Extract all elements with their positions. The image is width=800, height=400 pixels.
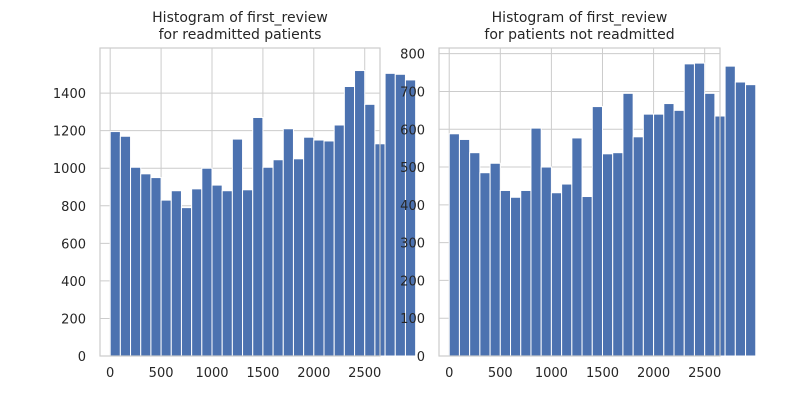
y-tick-label: 200 <box>61 312 86 327</box>
x-tick-label: 2000 <box>637 366 670 381</box>
histogram-bar <box>119 135 132 357</box>
histogram-bar <box>479 172 491 357</box>
histogram-bar <box>581 196 593 357</box>
y-tick-label: 800 <box>400 48 425 63</box>
histogram-bar <box>130 166 142 357</box>
y-tick-label: 600 <box>400 123 425 138</box>
histogram-bar <box>323 140 335 357</box>
histogram-bar <box>571 137 583 357</box>
histogram-bar <box>292 158 305 357</box>
histogram-bar <box>180 207 193 357</box>
histogram-bar <box>704 92 716 357</box>
y-tick-label: 100 <box>400 312 425 327</box>
x-tick-label: 1000 <box>195 366 228 381</box>
histogram-bar <box>663 103 675 357</box>
histogram-bar <box>632 136 644 357</box>
histogram-bar <box>458 138 471 357</box>
y-tick-label: 1400 <box>53 87 86 102</box>
histogram-bar <box>384 72 396 357</box>
histogram-bar <box>489 162 501 357</box>
histogram-bar <box>140 173 152 357</box>
x-tick-label: 1000 <box>535 366 568 381</box>
histogram-bar <box>404 79 417 357</box>
histogram-bar <box>333 124 345 357</box>
histogram-bar <box>343 86 356 357</box>
y-tick-label: 600 <box>61 237 86 252</box>
y-tick-label: 400 <box>400 199 425 214</box>
y-tick-label: 1200 <box>53 125 86 140</box>
histogram-bar <box>364 103 376 357</box>
y-tick-label: 800 <box>61 200 86 215</box>
histogram-bar <box>170 190 182 357</box>
histogram-not-readmitted: 0 500 1000 1500 2000 2500 0 100 200 300 400 500 600 7… <box>400 10 757 381</box>
histogram-bar <box>354 70 366 357</box>
histogram-bar <box>160 199 172 357</box>
histogram-bar <box>724 65 736 357</box>
histogram-bar <box>499 189 512 357</box>
x-tick-label: 2500 <box>348 366 381 381</box>
y-tick-label: 200 <box>400 274 425 289</box>
x-tick-label: 1500 <box>586 366 619 381</box>
histogram-bar <box>221 190 233 357</box>
histogram-bar <box>622 92 634 357</box>
histogram-bar <box>313 139 325 357</box>
histogram-bar <box>745 84 757 357</box>
histogram-bar <box>448 133 460 357</box>
histogram-bar <box>591 106 603 357</box>
plot-frame <box>99 47 381 357</box>
histogram-bar <box>693 62 706 357</box>
histogram-bar <box>262 166 274 357</box>
chart-title-line: Histogram of first_review <box>152 10 328 26</box>
histogram-bar <box>201 167 213 357</box>
histogram-bar <box>520 189 532 357</box>
histogram-bar <box>231 138 244 357</box>
histogram-bar <box>642 113 655 357</box>
histogram-bar <box>653 113 665 357</box>
histogram-bar <box>252 116 264 357</box>
x-tick-label: 500 <box>149 366 174 381</box>
x-tick-label: 500 <box>488 366 513 381</box>
x-tick-label: 2000 <box>297 366 330 381</box>
y-tick-label: 500 <box>400 161 425 176</box>
y-tick-label: 400 <box>61 275 86 290</box>
histogram-readmitted: 0 500 1000 1500 2000 2500 0 200 400 600 800 1000 120… <box>53 10 417 381</box>
chart-title-line: for readmitted patients <box>159 27 322 43</box>
histogram-bar <box>510 196 522 357</box>
histogram-bar <box>550 192 563 357</box>
x-tick-label: 1500 <box>246 366 279 381</box>
y-tick-label: 1000 <box>53 162 86 177</box>
chart-title-line: for patients not readmitted <box>484 27 674 43</box>
histogram-bar <box>601 153 614 357</box>
histogram-bar <box>191 188 203 357</box>
histogram-bar <box>242 189 254 357</box>
histogram-bar <box>540 166 552 357</box>
y-tick-label: 300 <box>400 237 425 252</box>
y-tick-label: 0 <box>417 350 425 365</box>
histogram-bar <box>109 131 121 357</box>
histogram-bar <box>303 136 315 357</box>
histogram-bar <box>150 177 162 357</box>
plot-frame <box>438 47 721 357</box>
histogram-bar <box>561 183 573 357</box>
y-tick-label: 0 <box>78 350 86 365</box>
chart-title-line: Histogram of first_review <box>492 10 668 26</box>
histogram-bar <box>530 127 542 357</box>
histogram-bar <box>683 63 695 357</box>
histogram-bar <box>211 184 223 357</box>
histogram-bar <box>272 159 284 357</box>
histogram-bar <box>282 128 294 357</box>
histogram-bar <box>612 152 624 357</box>
x-tick-label: 2500 <box>688 366 721 381</box>
histogram-bar <box>469 152 481 357</box>
histogram-bar <box>734 81 747 357</box>
y-tick-label: 700 <box>400 85 425 100</box>
x-tick-label: 0 <box>106 366 114 381</box>
histogram-bar <box>673 109 685 357</box>
x-tick-label: 0 <box>445 366 453 381</box>
